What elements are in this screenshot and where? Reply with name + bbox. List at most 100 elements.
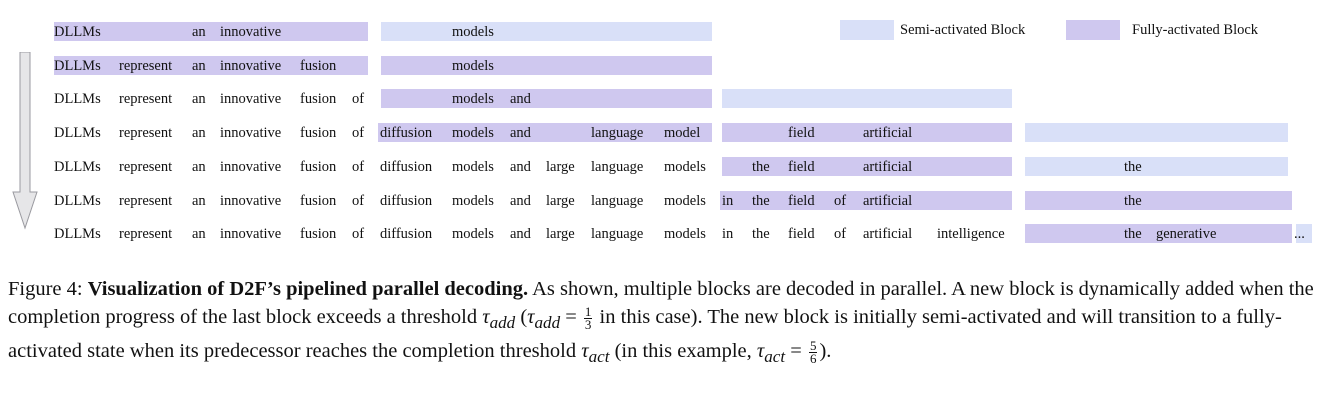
token: diffusion: [380, 226, 433, 243]
token: an: [192, 158, 206, 175]
token: models: [452, 91, 494, 108]
token: and: [510, 91, 531, 108]
token: intelligence: [937, 226, 1005, 243]
token: represent: [119, 158, 173, 175]
caption-equals-1: =: [560, 306, 582, 328]
decoding-step-row: DLLMs represent an innovative fusion of diffus…: [0, 184, 1339, 218]
token: models: [452, 158, 494, 175]
tau-act-subscript-2: act: [764, 347, 786, 367]
tau-add-symbol-2: τadd: [527, 306, 560, 332]
token: field: [788, 125, 815, 142]
token: ...: [1294, 226, 1305, 243]
token: innovative: [220, 125, 282, 142]
fully-activated-block: [722, 123, 1012, 143]
token: represent: [119, 226, 173, 243]
token: the: [752, 192, 770, 209]
time-arrow-icon: [12, 52, 38, 230]
token: an: [192, 226, 206, 243]
tau-add-subscript-2: add: [534, 313, 561, 333]
token: of: [352, 158, 365, 175]
token: DLLMs: [54, 57, 101, 74]
token: language: [591, 192, 644, 209]
fraction-2-numerator: 5: [808, 337, 818, 353]
tau-glyph-3: τ: [581, 340, 589, 363]
semi-activated-block: [1296, 224, 1312, 244]
token: artificial: [863, 125, 913, 142]
fully-activated-block: [720, 190, 1012, 210]
token: language: [591, 226, 644, 243]
tau-act-symbol-2: τact: [756, 340, 785, 366]
token: diffusion: [380, 158, 433, 175]
token: diffusion: [380, 125, 433, 142]
legend-semi-label: Semi-activated Block: [900, 22, 1026, 38]
semi-activated-block: [381, 22, 712, 41]
caption-text-5: (in this example,: [609, 340, 757, 363]
token: of: [834, 226, 847, 243]
token: DLLMs: [54, 91, 101, 108]
token: artificial: [863, 226, 913, 243]
token: represent: [119, 192, 173, 209]
token: innovative: [220, 158, 282, 175]
tau-glyph-2: τ: [527, 306, 535, 328]
fully-activated-block: [1025, 224, 1292, 244]
token: models: [452, 24, 494, 40]
token: field: [788, 192, 815, 209]
caption-text-2: (: [515, 306, 528, 328]
token: innovative: [220, 192, 282, 209]
token: model: [664, 125, 701, 142]
legend-semi-swatch: [840, 20, 894, 40]
token: models: [452, 57, 494, 74]
token: diffusion: [380, 192, 433, 209]
token: represent: [119, 91, 173, 108]
fully-activated-block: [381, 89, 712, 109]
fully-activated-block: [378, 123, 712, 143]
token: DLLMs: [54, 192, 101, 209]
token: language: [591, 125, 644, 142]
tau-glyph: τ: [482, 306, 490, 328]
caption-title: Visualization of D2F’s pipelined paralle…: [87, 278, 529, 300]
token: the: [752, 158, 770, 175]
token: innovative: [220, 226, 282, 243]
tau-glyph-4: τ: [756, 340, 765, 363]
tau-act-subscript: act: [588, 347, 610, 367]
semi-activated-block: [1025, 123, 1288, 143]
token: artificial: [863, 158, 913, 175]
fraction-1-denominator: 3: [584, 316, 592, 332]
token: fusion: [300, 192, 337, 209]
token: DLLMs: [54, 226, 101, 243]
token: an: [192, 91, 206, 108]
token: models: [664, 226, 706, 243]
token: field: [788, 226, 815, 243]
token: large: [546, 226, 575, 243]
fully-activated-block: [54, 55, 368, 75]
figure-caption: Figure 4: Visualization of D2F’s pipelin…: [8, 275, 1330, 371]
decoding-step-row: DLLMs represent an innovative fusion models: [0, 49, 1339, 83]
token: models: [452, 192, 494, 209]
fully-activated-block: [722, 156, 1012, 176]
token: language: [591, 158, 644, 175]
token: the: [1124, 158, 1142, 175]
token: the: [1124, 192, 1142, 209]
token: fusion: [300, 91, 337, 108]
decoding-step-row: DLLMs represent an innovative fusion of models…: [0, 82, 1339, 116]
token: of: [352, 91, 365, 108]
token: an: [192, 125, 206, 142]
decoding-step-row: DLLMs an innovative models: [0, 15, 1339, 49]
token: fusion: [300, 125, 337, 142]
fully-activated-block: [54, 22, 368, 41]
token: in: [722, 192, 734, 209]
token: DLLMs: [54, 24, 101, 40]
caption-equals-2: =: [785, 340, 807, 363]
token: of: [352, 226, 365, 243]
token: of: [352, 125, 365, 142]
token: DLLMs: [54, 125, 101, 142]
caption-text-1: As shown, multiple blocks are decoded in…: [8, 278, 1314, 328]
token: innovative: [220, 91, 282, 108]
token: large: [546, 158, 575, 175]
token: fusion: [300, 226, 337, 243]
token: the: [1124, 226, 1142, 243]
decoding-step-row: DLLMs represent an innovative fusion of diffus…: [0, 150, 1339, 184]
token: of: [834, 192, 847, 209]
tau-add-subscript: add: [489, 313, 516, 333]
